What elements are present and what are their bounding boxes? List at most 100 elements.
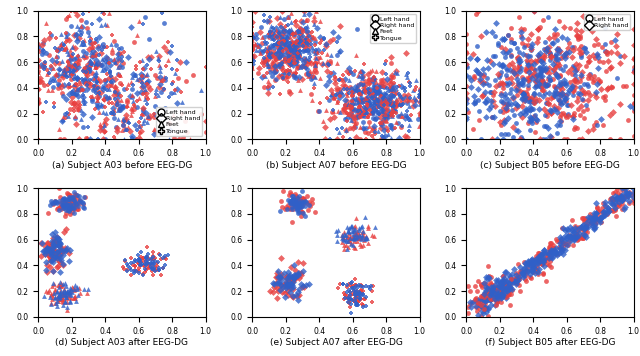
Point <box>479 294 490 300</box>
Point <box>498 105 508 110</box>
Point <box>67 64 77 70</box>
Point <box>351 232 361 237</box>
Point <box>69 197 79 203</box>
Point <box>390 119 401 125</box>
Point <box>300 63 310 69</box>
Point <box>481 297 491 303</box>
Point <box>375 82 385 87</box>
Point <box>371 98 381 104</box>
Point <box>44 245 54 251</box>
Point <box>468 75 479 81</box>
Point <box>506 80 516 85</box>
Point <box>377 122 387 127</box>
Point <box>307 34 317 40</box>
Point <box>52 249 62 255</box>
Point <box>538 93 548 99</box>
Point <box>289 272 300 277</box>
Point <box>476 294 486 300</box>
Point <box>303 207 314 213</box>
Point <box>579 81 589 87</box>
Point <box>90 86 100 92</box>
Point <box>114 106 124 112</box>
Point <box>550 63 561 68</box>
Point <box>623 192 634 198</box>
Point <box>81 50 92 56</box>
Point <box>87 44 97 50</box>
Point <box>376 121 387 127</box>
Point <box>314 108 324 114</box>
Point <box>61 36 72 42</box>
Point <box>265 53 275 59</box>
Point <box>481 287 492 293</box>
Point <box>115 107 125 113</box>
Point <box>348 118 358 124</box>
Point <box>461 95 472 101</box>
Point <box>285 45 295 51</box>
Point <box>123 118 133 124</box>
Point <box>348 112 358 118</box>
Point <box>119 116 129 122</box>
Point <box>298 268 308 273</box>
Point <box>280 28 290 33</box>
Point <box>60 213 70 219</box>
Point <box>566 54 577 60</box>
Point <box>299 25 309 31</box>
Point <box>114 50 124 56</box>
Point <box>367 87 377 93</box>
Point <box>547 254 557 260</box>
Point <box>284 58 294 64</box>
Point <box>617 197 627 203</box>
Point <box>628 185 639 191</box>
Point <box>365 107 376 112</box>
Point <box>40 251 50 257</box>
Point <box>57 58 67 64</box>
Point <box>505 284 515 290</box>
Point <box>615 196 625 202</box>
Point <box>516 81 527 87</box>
Point <box>268 52 278 57</box>
Point <box>500 54 510 60</box>
Point <box>292 270 303 276</box>
Point <box>153 109 163 115</box>
Point <box>104 100 114 106</box>
Point <box>52 242 63 248</box>
Point <box>472 8 483 14</box>
Point <box>82 82 92 88</box>
Point <box>348 71 358 77</box>
Point <box>541 257 551 263</box>
Point <box>92 136 102 142</box>
Point <box>49 45 60 51</box>
Point <box>496 280 506 286</box>
Point <box>557 81 567 87</box>
Point <box>292 208 302 213</box>
Point <box>365 91 375 97</box>
Point <box>59 205 69 210</box>
Point <box>132 268 143 273</box>
Point <box>556 236 566 242</box>
Point <box>550 51 561 57</box>
Point <box>360 78 370 84</box>
Point <box>304 281 314 287</box>
Point <box>64 81 74 87</box>
Point <box>620 187 630 192</box>
Point <box>286 280 296 286</box>
Point <box>503 32 513 37</box>
Point <box>280 283 291 289</box>
Point <box>259 59 269 64</box>
Point <box>496 284 506 289</box>
Point <box>188 72 198 77</box>
Point <box>362 103 372 109</box>
Point <box>305 68 316 74</box>
Point <box>505 287 515 292</box>
Point <box>387 102 397 108</box>
Point <box>295 201 305 207</box>
Point <box>286 10 296 15</box>
Point <box>398 84 408 90</box>
Point <box>77 125 88 130</box>
Point <box>76 32 86 38</box>
Point <box>484 106 494 112</box>
Point <box>494 287 504 292</box>
Point <box>72 287 82 292</box>
Point <box>385 111 395 117</box>
Point <box>559 239 569 244</box>
